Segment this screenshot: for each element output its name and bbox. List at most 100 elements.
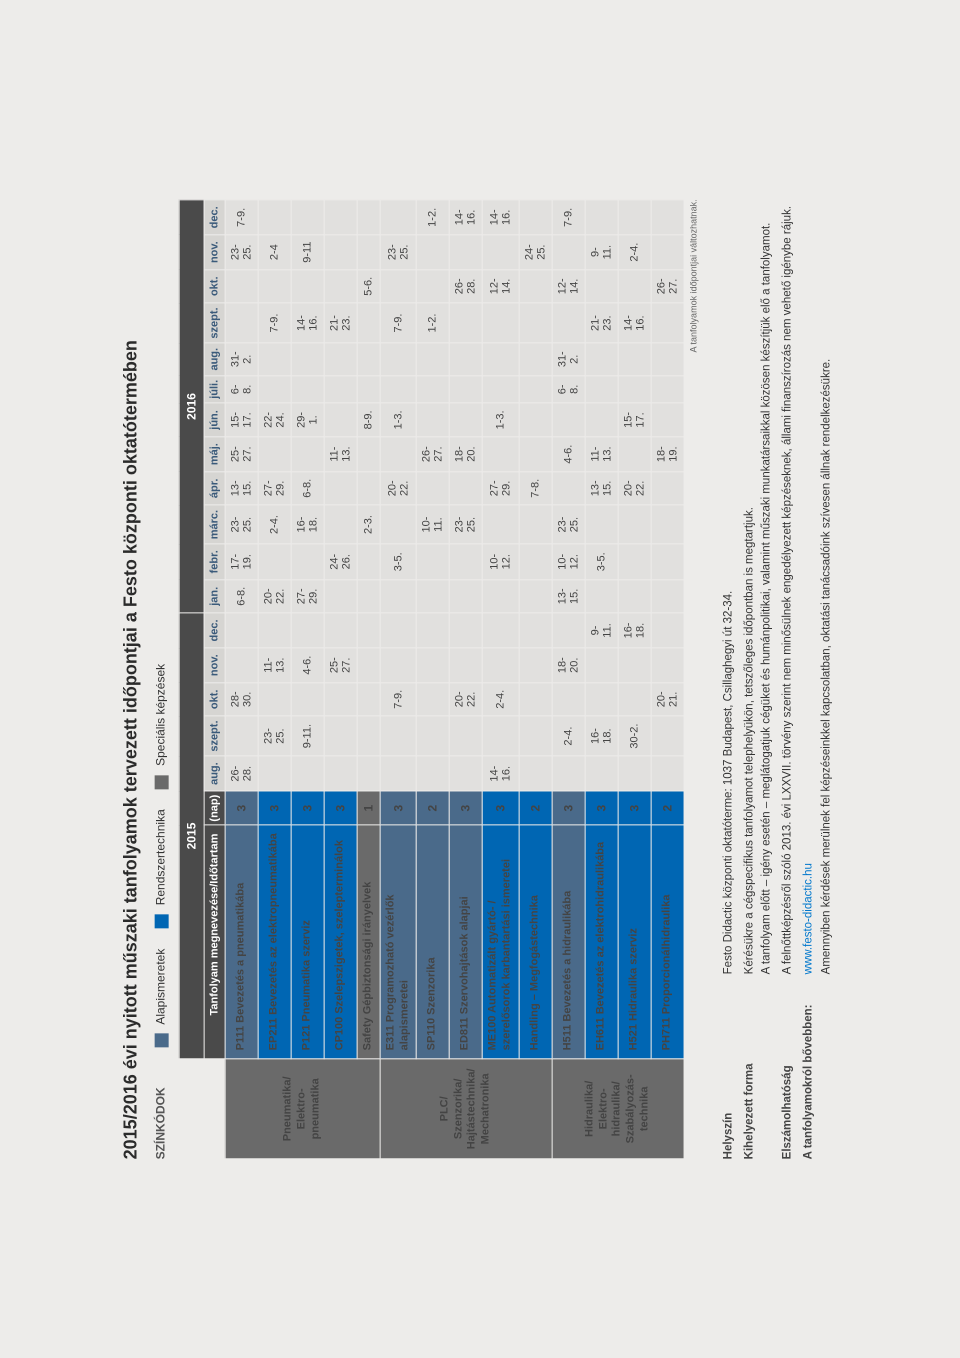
course-name-cell: SP110 Szenzorika <box>416 825 449 1059</box>
table-row: CP100 Szelepszigetek, szelepterminálok32… <box>324 199 357 1158</box>
page-container: 2015/2016 évi nyitott műszaki tanfolyamo… <box>121 199 840 1159</box>
month-header-cell: febr. <box>204 544 225 579</box>
table-row: P121 Pneumatika szerviz39-11.4-6.27-29.1… <box>291 199 324 1158</box>
date-cell <box>618 436 651 471</box>
month-header-cell: aug. <box>204 343 225 375</box>
table-row: Safety Gépbiztonsági irányelvek12-3.8-9.… <box>357 199 380 1158</box>
date-cell <box>416 716 449 756</box>
date-cell <box>416 234 449 269</box>
table-row: ME100 Automatizált gyártó- / szerelősoro… <box>482 199 519 1158</box>
date-cell: 12-14. <box>552 269 585 303</box>
date-cell <box>651 756 684 791</box>
date-cell <box>482 343 519 375</box>
date-cell <box>449 403 482 437</box>
date-cell <box>380 648 417 683</box>
date-cell <box>324 375 357 403</box>
date-cell <box>324 716 357 756</box>
date-cell <box>416 756 449 791</box>
date-cell: 26-28. <box>449 269 482 303</box>
date-cell <box>357 579 380 613</box>
nap-header: (nap) <box>204 791 225 825</box>
date-cell: 2-4 <box>258 234 291 269</box>
date-cell <box>585 648 618 683</box>
date-cell <box>380 375 417 403</box>
date-cell <box>482 579 519 613</box>
date-cell <box>519 343 552 375</box>
date-cell <box>449 613 482 648</box>
date-cell: 2-3. <box>357 505 380 544</box>
date-cell <box>324 199 357 234</box>
duration-cell: 3 <box>291 791 324 825</box>
duration-cell: 3 <box>225 791 258 825</box>
date-cell <box>519 505 552 544</box>
date-cell: 24-25. <box>519 234 552 269</box>
date-cell: 1-3. <box>380 403 417 437</box>
date-cell: 20-22. <box>618 471 651 505</box>
date-cell: 20-21. <box>651 682 684 716</box>
date-cell <box>225 269 258 303</box>
info-key: Elszámolhatóság <box>780 974 798 1159</box>
date-cell <box>482 648 519 683</box>
date-cell <box>258 269 291 303</box>
date-cell <box>651 234 684 269</box>
date-cell: 24-26. <box>324 544 357 579</box>
legend-item: Speciális képzések <box>154 663 169 788</box>
date-cell <box>519 544 552 579</box>
month-header-cell: nov. <box>204 648 225 683</box>
date-cell: 2-4. <box>618 234 651 269</box>
month-header-cell: dec. <box>204 613 225 648</box>
date-cell <box>357 436 380 471</box>
info-key: Helyszín <box>720 974 738 1159</box>
date-cell <box>585 682 618 716</box>
schedule-table: 2015 2016 Tanfolyam megnevezése/Időtarta… <box>178 199 684 1159</box>
month-header-cell: márc. <box>204 505 225 544</box>
date-cell: 15-17. <box>618 403 651 437</box>
date-cell <box>585 343 618 375</box>
course-name-cell: H511 Bevezetés a hidraulikába <box>552 825 585 1059</box>
month-header-cell: júli. <box>204 375 225 403</box>
date-cell <box>482 375 519 403</box>
date-cell <box>651 505 684 544</box>
date-cell: 26-28. <box>225 756 258 791</box>
date-cell <box>482 436 519 471</box>
date-cell <box>618 269 651 303</box>
date-cell: 16-18. <box>618 613 651 648</box>
date-cell: 14-16. <box>449 199 482 234</box>
duration-cell: 3 <box>482 791 519 825</box>
date-cell <box>324 471 357 505</box>
info-link[interactable]: www.festo-didactic.hu <box>803 863 815 974</box>
date-cell: 13-15. <box>585 471 618 505</box>
date-cell: 6-8. <box>225 579 258 613</box>
date-cell <box>552 613 585 648</box>
swatch-special <box>154 775 168 789</box>
page-title: 2015/2016 évi nyitott műszaki tanfolyamo… <box>121 199 142 1159</box>
date-cell: 31-2. <box>552 343 585 375</box>
date-cell <box>585 579 618 613</box>
table-row: ED811 Szervohajtások alapjai320-22.23-25… <box>449 199 482 1158</box>
table-row: SP110 Szenzorika210-11.26-27.1-2.1-2. <box>416 199 449 1158</box>
date-cell <box>291 343 324 375</box>
duration-cell: 3 <box>258 791 291 825</box>
date-cell <box>651 199 684 234</box>
date-cell <box>618 199 651 234</box>
date-cell <box>482 613 519 648</box>
date-cell: 3-5. <box>380 544 417 579</box>
date-cell <box>324 756 357 791</box>
date-cell: 7-9. <box>258 303 291 343</box>
date-cell <box>291 375 324 403</box>
date-cell <box>449 375 482 403</box>
date-cell: 7-9. <box>552 199 585 234</box>
date-cell: 22-24. <box>258 403 291 437</box>
date-cell: 16-18. <box>585 716 618 756</box>
month-header-cell: nov. <box>204 234 225 269</box>
date-cell <box>449 343 482 375</box>
date-cell <box>519 269 552 303</box>
date-cell <box>380 436 417 471</box>
date-cell: 9-11. <box>291 716 324 756</box>
date-cell: 8-9. <box>357 403 380 437</box>
course-name-cell: CP100 Szelepszigetek, szelepterminálok <box>324 825 357 1059</box>
date-cell <box>357 648 380 683</box>
date-cell: 21-23. <box>585 303 618 343</box>
date-cell: 7-9. <box>380 682 417 716</box>
date-cell <box>618 579 651 613</box>
